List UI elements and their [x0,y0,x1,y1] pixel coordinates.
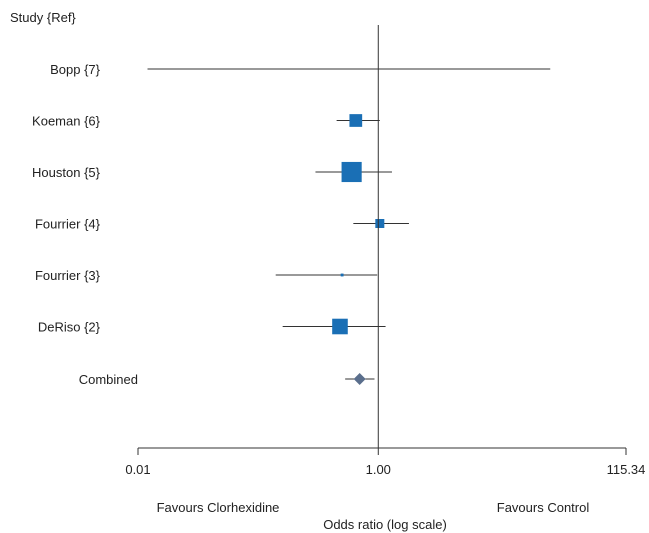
x-axis-label: Odds ratio (log scale) [323,517,447,532]
x-tick-label: 0.01 [125,462,150,477]
study-label: DeRiso {2} [38,320,101,335]
study-label: Bopp {7} [50,62,101,77]
x-tick-label: 1.00 [366,462,391,477]
study-header: Study {Ref} [10,10,76,25]
right-caption: Favours Control [497,500,590,515]
study-label: Fourrier {3} [35,268,101,283]
effect-box [332,318,348,335]
x-tick-label: 115.34 [607,462,646,477]
effect-box [341,161,362,183]
effect-box [375,219,385,228]
effect-box [340,273,344,277]
combined-label: Combined [79,372,138,387]
study-label: Koeman {6} [32,114,101,129]
combined-diamond [353,373,366,385]
effect-box [349,114,363,127]
study-label: Fourrier {4} [35,217,101,232]
left-caption: Favours Clorhexidine [157,500,280,515]
study-label: Houston {5} [32,165,101,180]
